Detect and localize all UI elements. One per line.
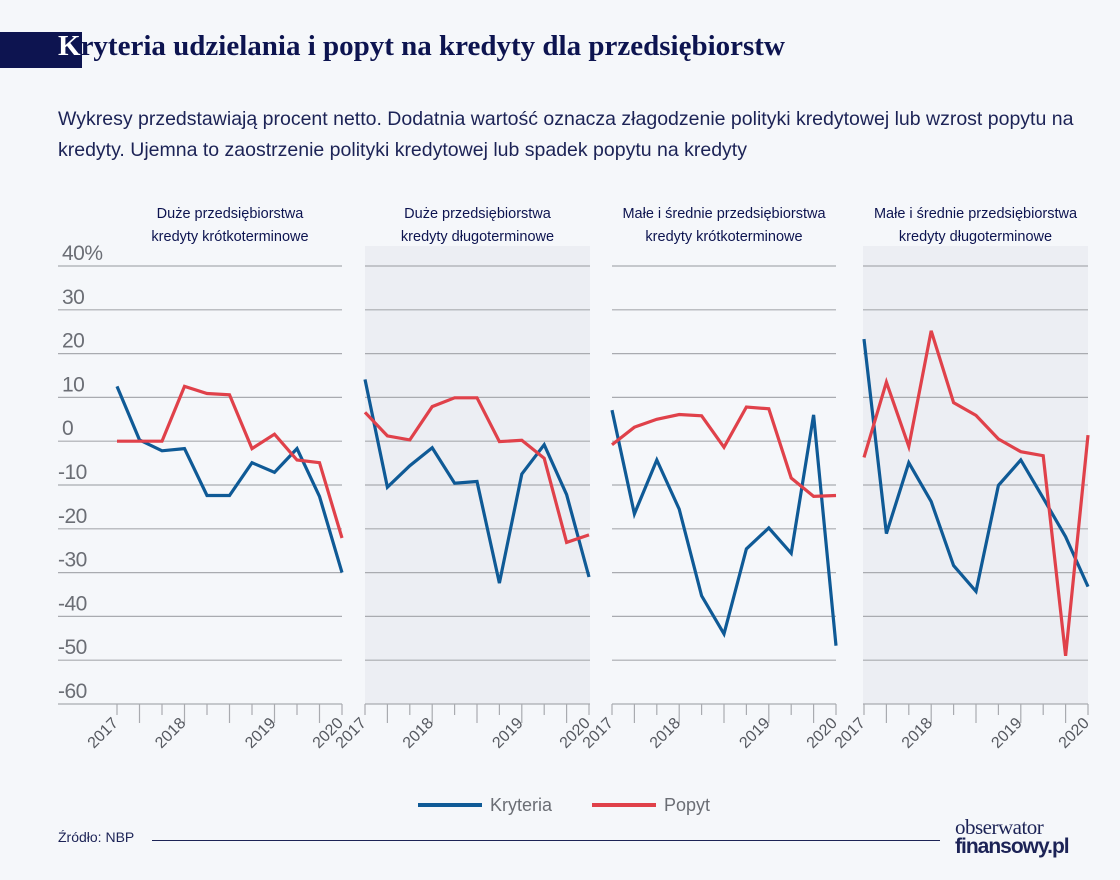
y-tick-label: 30 — [62, 286, 84, 309]
panel-title-line: Małe i średnie przedsiębiorstwa — [874, 206, 1078, 222]
x-tick-label: 2018 — [400, 715, 437, 752]
x-tick-label: 2019 — [736, 715, 773, 752]
y-tick-label: -10 — [58, 461, 87, 484]
x-tick-label: 2018 — [152, 715, 189, 752]
panel-3: Małe i średnie przedsiębiorstwa kredyty k… — [580, 206, 841, 752]
y-tick-label: 0 — [62, 417, 73, 440]
page-title: Kryteria udzielania i popyt na kredyty d… — [58, 30, 785, 63]
panel-title-line: kredyty krótkoterminowe — [151, 229, 308, 245]
y-tick-label: 10 — [62, 373, 84, 396]
logo-line-2: finansowy.pl — [955, 835, 1070, 858]
y-tick-label: 20 — [62, 330, 84, 353]
y-tick-label: -60 — [58, 680, 87, 703]
panel-title-line: Duże przedsiębiorstwa — [157, 206, 305, 222]
panel-background — [863, 246, 1088, 704]
x-tick-label: 2020 — [804, 715, 841, 752]
y-tick-label: -30 — [58, 549, 87, 572]
panel-title-line: kredyty długoterminowe — [899, 229, 1052, 245]
panel-1: Duże przedsiębiorstwa kredyty krótkotermi… — [58, 206, 347, 752]
legend-label: Popyt — [664, 795, 710, 815]
series-line-popyt — [117, 384, 344, 539]
x-tick-label: 2020 — [1056, 715, 1093, 752]
panel-title-line: kredyty krótkoterminowe — [645, 229, 802, 245]
subtitle: Wykresy przedstawiają procent netto. Dod… — [58, 108, 1074, 161]
y-tick-label: -20 — [58, 505, 87, 528]
panel-2: Duże przedsiębiorstwa kredyty długotermin… — [333, 206, 594, 752]
title-first-letter: K — [58, 30, 81, 62]
title-accent-bar — [0, 32, 82, 68]
source-divider — [152, 840, 940, 841]
panel-title-line: kredyty długoterminowe — [401, 229, 554, 245]
x-tick-label: 2018 — [647, 715, 684, 752]
logo-line-1: obserwator — [955, 815, 1044, 839]
panel-title-line: Małe i średnie przedsiębiorstwa — [622, 206, 826, 222]
legend-label: Kryteria — [490, 795, 553, 815]
x-tick-label: 2019 — [489, 715, 526, 752]
panel-4: Małe i średnie przedsiębiorstwa kredyty d… — [832, 206, 1093, 752]
logo: obserwator finansowy.pl — [955, 815, 1070, 858]
source-label: Źródło: NBP — [58, 829, 135, 845]
x-tick-label: 2019 — [988, 715, 1025, 752]
x-tick-label: 2018 — [899, 715, 936, 752]
x-tick-label: 2017 — [85, 715, 122, 752]
panel-title-line: Duże przedsiębiorstwa — [404, 206, 552, 222]
y-tick-label: 40% — [62, 242, 103, 265]
legend: Kryteria Popyt — [418, 795, 710, 815]
panel-background — [365, 246, 590, 704]
title-text: ryteria udzielania i popyt na kredyty dl… — [80, 30, 785, 62]
y-tick-label: -50 — [58, 636, 87, 659]
y-tick-label: -40 — [58, 592, 87, 615]
series-line-kryteria — [115, 385, 344, 574]
x-tick-label: 2019 — [242, 715, 279, 752]
x-tick-label: 2017 — [832, 715, 869, 752]
